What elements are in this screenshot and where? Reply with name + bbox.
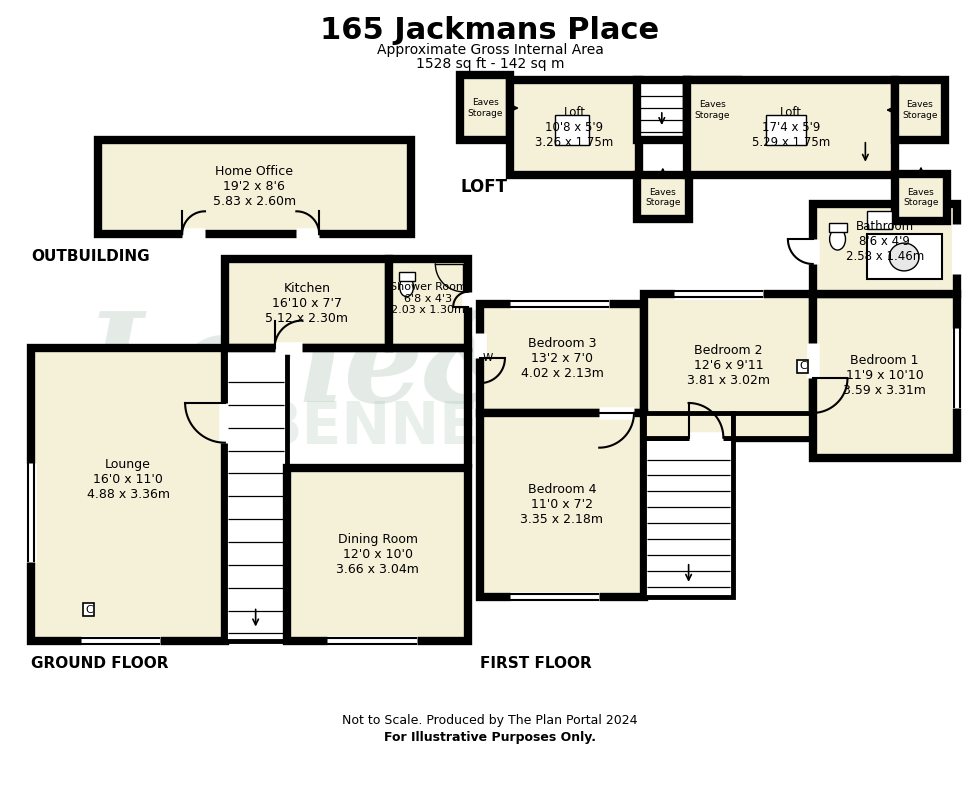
Text: Eaves
Storage: Eaves Storage	[695, 101, 730, 120]
Text: For Illustrative Purposes Only.: For Illustrative Purposes Only.	[384, 731, 596, 744]
Text: Approximate Gross Internal Area: Approximate Gross Internal Area	[376, 43, 604, 57]
Text: Bedroom 4
11'0 x 7'2
3.35 x 2.18m: Bedroom 4 11'0 x 7'2 3.35 x 2.18m	[520, 484, 604, 526]
Bar	[224, 349, 287, 642]
Text: C: C	[799, 361, 807, 371]
Bar	[637, 175, 689, 219]
Bar	[812, 204, 956, 294]
Bar	[510, 81, 639, 175]
Bar	[555, 115, 589, 144]
Bar	[461, 75, 510, 140]
Bar	[480, 304, 644, 413]
Text: Eaves
Storage: Eaves Storage	[467, 98, 503, 118]
Text: Eaves
Storage: Eaves Storage	[903, 101, 938, 120]
Bar	[480, 413, 644, 597]
Bar	[895, 174, 947, 221]
Bar	[867, 211, 892, 229]
Text: Kitchen
16'10 x 7'7
5.12 x 2.30m: Kitchen 16'10 x 7'7 5.12 x 2.30m	[266, 282, 348, 325]
Bar	[733, 413, 812, 438]
Ellipse shape	[830, 228, 846, 250]
Text: W: W	[483, 354, 493, 363]
Bar	[687, 81, 738, 140]
Bar	[287, 468, 468, 642]
Bar	[399, 272, 415, 281]
Bar	[895, 81, 945, 140]
Bar	[766, 115, 806, 144]
Bar	[637, 81, 687, 140]
Text: LOFT: LOFT	[461, 179, 508, 196]
Text: Loft
10'8 x 5'9
3.26 x 1.75m: Loft 10'8 x 5'9 3.26 x 1.75m	[535, 106, 613, 149]
Text: BENNETTS: BENNETTS	[258, 399, 603, 456]
Bar	[812, 294, 956, 457]
Ellipse shape	[400, 277, 414, 297]
Bar	[224, 259, 389, 349]
Bar	[644, 438, 733, 597]
Bar	[867, 234, 942, 279]
Bar	[98, 140, 411, 234]
Bar	[644, 413, 733, 438]
Bar	[687, 81, 895, 175]
Text: Shower Room
6'8 x 4'3
2.03 x 1.30m: Shower Room 6'8 x 4'3 2.03 x 1.30m	[390, 282, 466, 315]
Text: Bathroom
8'6 x 4'9
2.58 x 1.46m: Bathroom 8'6 x 4'9 2.58 x 1.46m	[846, 219, 924, 263]
Text: Not to Scale. Produced by The Plan Portal 2024: Not to Scale. Produced by The Plan Porta…	[342, 714, 638, 727]
Text: Bedroom 1
11'9 x 10'10
3.59 x 3.31m: Bedroom 1 11'9 x 10'10 3.59 x 3.31m	[844, 354, 926, 397]
Bar	[644, 294, 812, 438]
Text: Eaves
Storage: Eaves Storage	[645, 188, 680, 207]
Text: Home Office
19'2 x 8'6
5.83 x 2.60m: Home Office 19'2 x 8'6 5.83 x 2.60m	[213, 165, 296, 208]
Bar	[31, 349, 224, 642]
Text: Eaves
Storage: Eaves Storage	[904, 188, 939, 207]
Text: Bedroom 2
12'6 x 9'11
3.81 x 3.02m: Bedroom 2 12'6 x 9'11 3.81 x 3.02m	[687, 344, 770, 387]
Bar	[389, 259, 468, 349]
Text: FIRST FLOOR: FIRST FLOOR	[480, 656, 592, 670]
Text: Lounge
16'0 x 11'0
4.88 x 3.36m: Lounge 16'0 x 11'0 4.88 x 3.36m	[86, 458, 170, 501]
Text: 165 Jackmans Place: 165 Jackmans Place	[320, 16, 660, 45]
Text: 1528 sq ft - 142 sq m: 1528 sq ft - 142 sq m	[416, 57, 564, 71]
Ellipse shape	[889, 243, 919, 271]
Text: OUTBUILDING: OUTBUILDING	[31, 248, 150, 263]
Text: GROUND FLOOR: GROUND FLOOR	[31, 656, 169, 670]
Text: Lane&: Lane&	[85, 307, 537, 429]
Bar	[829, 223, 847, 232]
Text: Loft
17'4 x 5'9
5.29 x 1.75m: Loft 17'4 x 5'9 5.29 x 1.75m	[752, 106, 830, 149]
Text: C: C	[85, 605, 93, 614]
Text: Bedroom 3
13'2 x 7'0
4.02 x 2.13m: Bedroom 3 13'2 x 7'0 4.02 x 2.13m	[520, 337, 604, 380]
Text: Dining Room
12'0 x 10'0
3.66 x 3.04m: Dining Room 12'0 x 10'0 3.66 x 3.04m	[336, 533, 419, 576]
